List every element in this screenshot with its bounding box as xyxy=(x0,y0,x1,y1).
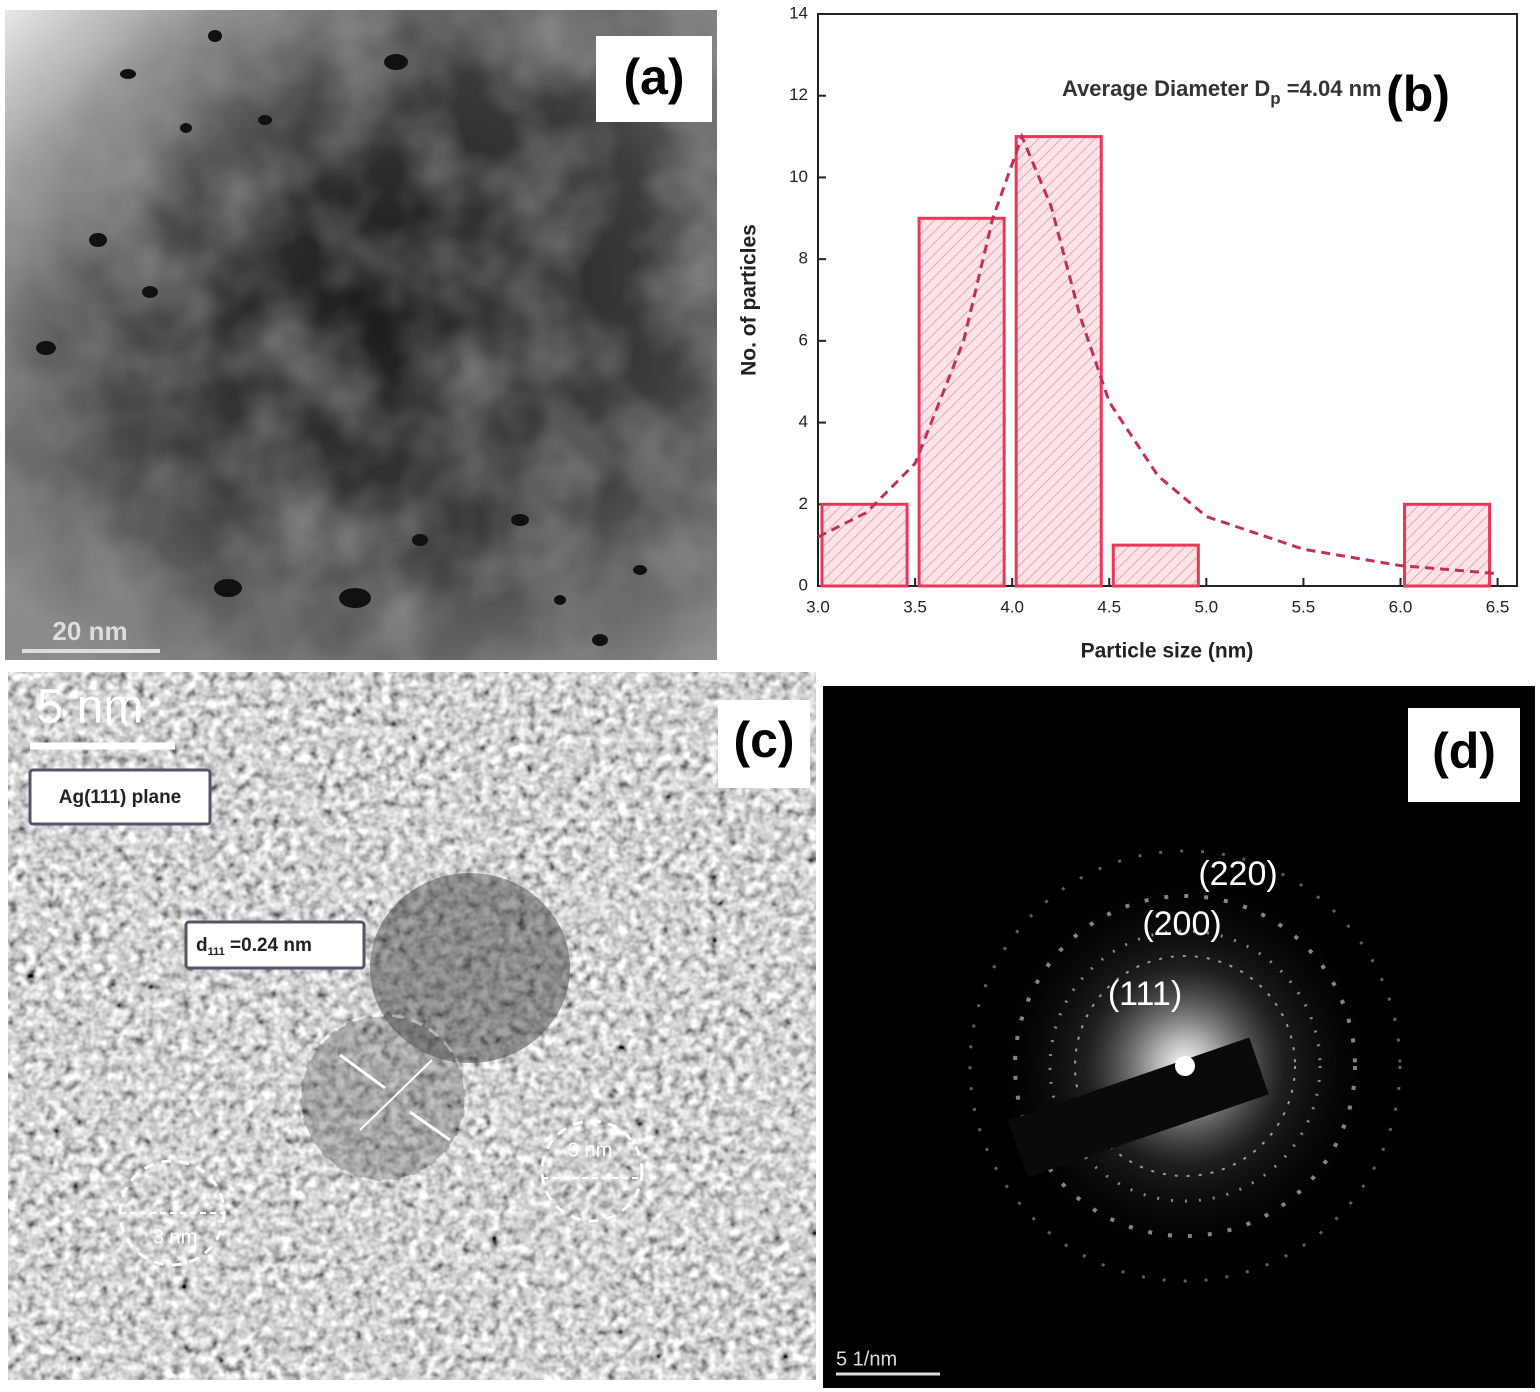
central-spot xyxy=(1175,1056,1195,1076)
x-tick-label: 3.0 xyxy=(806,597,830,616)
d-spacing-symbol: d xyxy=(196,935,208,956)
particle-circle xyxy=(298,1013,468,1183)
label-box xyxy=(28,768,212,826)
y-tick-label: 12 xyxy=(789,85,808,104)
scale-bar-label: 20 nm xyxy=(52,616,127,646)
annotation-text: Average Diameter D xyxy=(1062,76,1270,101)
bar xyxy=(1403,502,1492,588)
fit-curve xyxy=(817,132,1498,576)
arrow xyxy=(339,1053,386,1090)
bar xyxy=(1111,543,1200,588)
ring-label: (200) xyxy=(1142,905,1221,943)
y-tick-label: 14 xyxy=(789,3,808,22)
crystal-region xyxy=(370,873,570,1063)
y-tick-label: 6 xyxy=(799,330,808,349)
size-label: 3 nm xyxy=(568,1139,612,1161)
x-tick-label: 5.0 xyxy=(1195,597,1219,616)
scale-bar-label: 5 1/nm xyxy=(836,1348,897,1370)
panel-d: (220) (200) (111) (d) 5 1/nm xyxy=(823,686,1535,1388)
label-box xyxy=(718,700,810,788)
lattice-line xyxy=(359,1059,433,1131)
annotation-subscript: p xyxy=(1270,89,1280,108)
y-tick-label: 8 xyxy=(799,249,808,268)
plane-label: Ag(111) plane xyxy=(59,787,182,808)
label-box xyxy=(1408,708,1520,802)
size-label: 3 nm xyxy=(153,1226,197,1248)
d-spacing-subscript: 111 xyxy=(208,946,225,958)
y-axis-title: No. of particles xyxy=(738,224,761,376)
x-tick-label: 4.5 xyxy=(1097,597,1121,616)
x-tick-label: 6.5 xyxy=(1486,597,1510,616)
label-box xyxy=(184,920,366,970)
y-tick-label: 10 xyxy=(789,167,808,186)
panel-label: (b) xyxy=(1386,66,1450,122)
x-tick-label: 3.5 xyxy=(903,597,927,616)
panel-label: (c) xyxy=(733,712,794,768)
arrow xyxy=(409,1110,451,1142)
ring-label: (111) xyxy=(1108,975,1182,1013)
bar xyxy=(820,502,909,588)
x-tick-label: 4.0 xyxy=(1000,597,1024,616)
annotation: Average Diameter Dp =4.04 nm xyxy=(1062,76,1382,109)
y-tick-label: 0 xyxy=(799,575,808,594)
panel-a: (a) 20 nm xyxy=(5,10,717,660)
beam-stop xyxy=(1008,1037,1269,1178)
x-tick-label: 6.0 xyxy=(1389,597,1413,616)
particles xyxy=(36,30,647,646)
d-spacing-value: =0.24 nm xyxy=(225,935,312,956)
x-tick-label: 5.5 xyxy=(1292,597,1316,616)
bar xyxy=(917,216,1006,588)
label-box xyxy=(596,36,712,122)
annotation-value: =4.04 nm xyxy=(1281,76,1382,101)
y-tick-label: 2 xyxy=(799,494,808,513)
panel-label: (d) xyxy=(1432,723,1496,779)
ring-label: (220) xyxy=(1198,855,1277,893)
histogram: 0 2 4 6 8 10 12 14 3.0 3.5 4.0 4.5 5.0 5.5 6.0 6.5 xyxy=(789,3,1509,616)
particle-circle xyxy=(540,1119,644,1223)
x-axis-title: Particle size (nm) xyxy=(1081,640,1254,663)
bar xyxy=(1014,135,1103,588)
panel-c: 3 nm 3 nm Ag(111) plane d111 =0.24 nm (c… xyxy=(8,672,816,1380)
diffraction-rings xyxy=(968,849,1402,1283)
panel-label: (a) xyxy=(623,49,684,105)
scale-bar-label: 5 nm xyxy=(37,681,144,734)
y-tick-label: 4 xyxy=(799,412,808,431)
d-spacing: d111 =0.24 nm xyxy=(196,935,312,958)
